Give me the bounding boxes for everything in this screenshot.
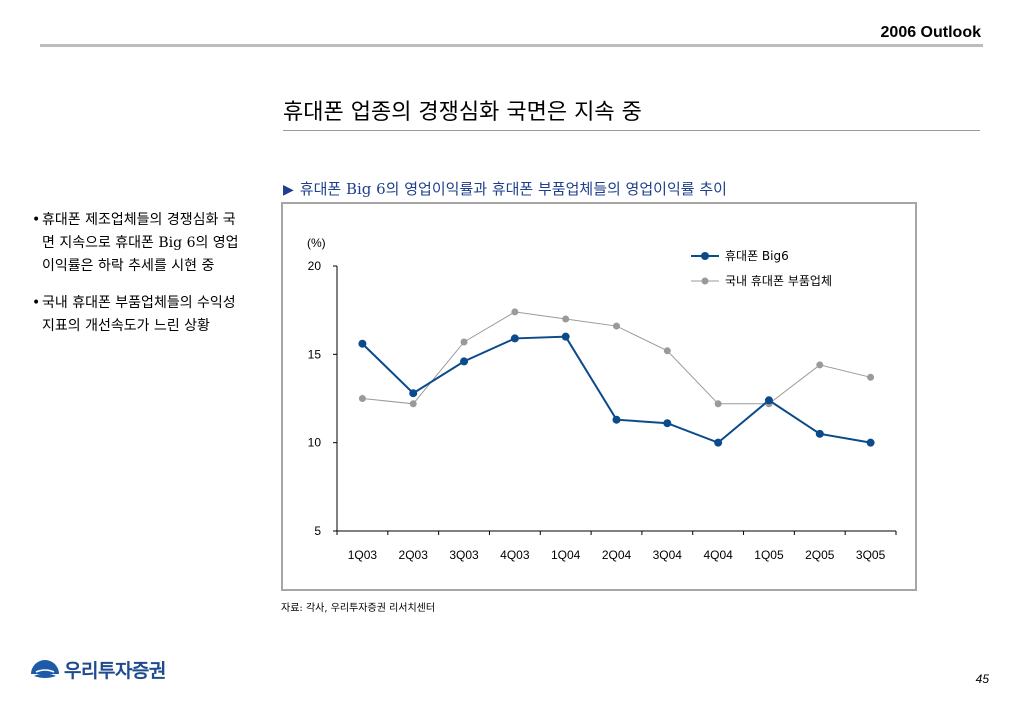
series-line-1 (361, 335, 871, 444)
series-1-point (409, 389, 418, 398)
bullet-dot-icon: • (32, 295, 41, 311)
legend-label-1: 휴대폰 Big6 (725, 249, 789, 263)
x-tick-label: 4Q03 (500, 548, 530, 562)
series-1-point (866, 438, 875, 447)
chart-legend: 휴대폰 Big6 국내 휴대폰 부품업체 (691, 249, 832, 288)
x-tick-label: 2Q05 (805, 548, 835, 562)
chart-series (358, 308, 875, 447)
bullet-text: 휴대폰 제조업체들의 경쟁심화 국면 지속으로 휴대폰 Big 6의 영업이익률… (42, 212, 239, 274)
series-1-point (714, 438, 723, 447)
y-tick-label: 20 (308, 259, 322, 273)
x-tick-label: 4Q04 (703, 548, 733, 562)
x-tick-label: 2Q04 (602, 548, 632, 562)
series-2-point (460, 338, 468, 346)
y-tick-label: 10 (308, 436, 322, 450)
legend-marker-1 (701, 252, 709, 260)
series-1-point (663, 419, 672, 428)
y-axis-unit-label: (%) (307, 236, 326, 250)
x-tick-label: 1Q04 (551, 548, 581, 562)
legend-label-2: 국내 휴대폰 부품업체 (725, 274, 832, 288)
series-1-point (460, 357, 469, 366)
series-2-point (358, 395, 366, 402)
x-tick-label: 2Q03 (399, 548, 429, 562)
y-tick-label: 15 (308, 347, 322, 361)
legend-marker-2 (701, 277, 709, 285)
x-tick-label: 1Q03 (348, 548, 378, 562)
page-title: 휴대폰 업종의 경쟁심화 국면은 지속 중 (283, 100, 642, 125)
header-divider (40, 44, 983, 47)
series-2-point (409, 400, 417, 408)
chart-canvas: (%) 5 10 15 20 1Q03 2Q03 3Q03 4Q03 1Q04 2Q04 3Q04 4… (307, 236, 897, 562)
series-1-point (764, 396, 773, 405)
series-1-point (510, 334, 519, 343)
x-tick-label: 1Q05 (754, 548, 784, 562)
header-title: 2006 Outlook (880, 24, 981, 41)
series-2-point (714, 400, 722, 408)
x-tick-label: 3Q05 (856, 548, 886, 562)
series-1-point (612, 415, 621, 424)
bullet-item: • 휴대폰 제조업체들의 경쟁심화 국면 지속으로 휴대폰 Big 6의 영업이… (32, 209, 247, 278)
series-2-point (816, 361, 824, 369)
source-note: 자료: 각사, 우리투자증권 리서치센터 (281, 603, 436, 614)
company-logo: 우리투자증권 (30, 656, 166, 683)
bullet-item: • 국내 휴대폰 부품업체들의 수익성 지표의 개선속도가 느린 상황 (32, 292, 247, 338)
chart-subtitle: ▶ 휴대폰 Big 6의 영업이익률과 휴대폰 부품업체들의 영업이익률 추이 (283, 178, 727, 199)
line-chart: (%) 5 10 15 20 1Q03 2Q03 3Q03 4Q03 1Q04 2Q04 3Q04 4… (281, 202, 917, 591)
series-2-point (867, 373, 875, 381)
series-1-point (358, 339, 367, 348)
bullet-text: 국내 휴대폰 부품업체들의 수익성 지표의 개선속도가 느린 상황 (42, 295, 236, 334)
x-tick-label: 3Q03 (449, 548, 479, 562)
chart-axes: 5 10 15 20 1Q03 2Q03 3Q03 4Q03 1Q04 2Q04 3Q04 4Q04 1… (308, 259, 897, 562)
bullet-list: • 휴대폰 제조업체들의 경쟁심화 국면 지속으로 휴대폰 Big 6의 영업이… (32, 209, 247, 352)
series-1-point (815, 429, 824, 438)
bullet-dot-icon: • (32, 212, 41, 228)
series-2-point (511, 308, 519, 316)
logo-text: 우리투자증권 (64, 660, 166, 682)
y-tick-label: 5 (314, 524, 321, 538)
series-2-point (613, 322, 620, 330)
chart-subtitle-text: 휴대폰 Big 6의 영업이익률과 휴대폰 부품업체들의 영업이익률 추이 (299, 180, 727, 198)
series-1-point (561, 332, 570, 341)
x-tick-label: 3Q04 (653, 548, 683, 562)
series-2-point (663, 347, 671, 355)
title-divider (283, 130, 980, 131)
logo-icon (31, 659, 59, 678)
series-2-point (562, 315, 570, 323)
triangle-bullet-icon: ▶ (283, 182, 294, 198)
page-number: 45 (975, 672, 989, 686)
